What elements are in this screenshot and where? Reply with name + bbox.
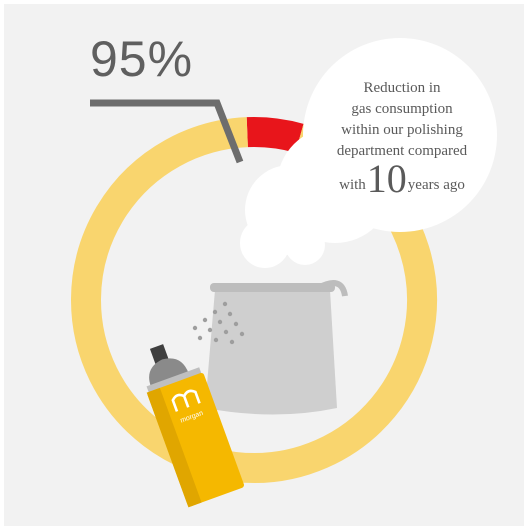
annotation-big-number: 10 — [366, 156, 407, 201]
annotation-tail: years ago — [407, 177, 465, 193]
percent-value: 95% — [90, 31, 194, 87]
annotation-line-1: Reduction in — [363, 80, 441, 96]
pot-icon — [205, 280, 348, 415]
spray-can-icon: morgan — [146, 344, 244, 508]
leader-line — [90, 99, 244, 164]
annotation-with: with — [339, 177, 366, 193]
annotation-line-4: department compared — [336, 143, 468, 159]
annotation-line-5: with 10 years ago — [339, 156, 465, 201]
speech-cloud — [240, 38, 497, 268]
spray-mist-icon — [192, 301, 245, 345]
donut-slice-highlight — [246, 117, 304, 153]
annotation-line-3: within our polishing — [341, 122, 463, 138]
annotation-text: Reduction in gas consumption within our … — [302, 78, 502, 201]
annotation-line-2: gas consumption — [351, 101, 453, 117]
morgan-logo-icon — [171, 389, 201, 412]
